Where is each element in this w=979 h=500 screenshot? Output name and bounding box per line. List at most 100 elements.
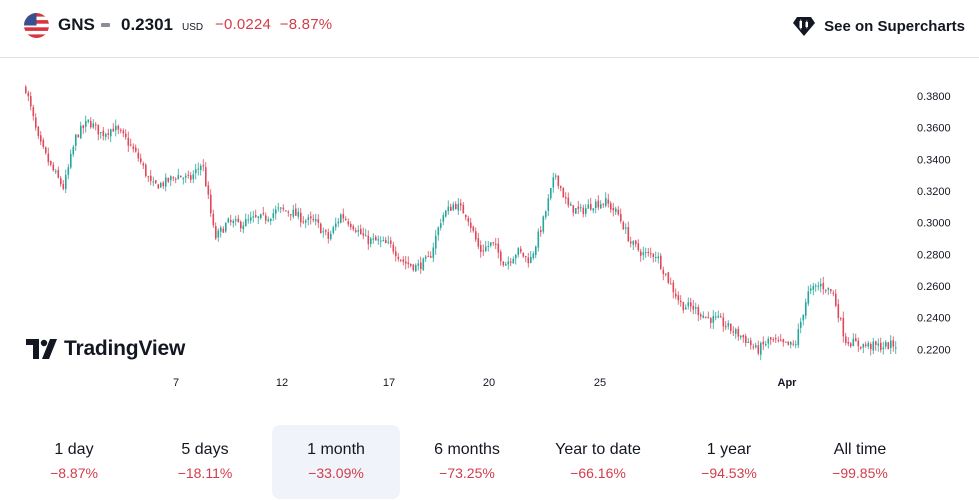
period-change: −33.09%	[308, 465, 364, 481]
candle-up	[805, 302, 807, 316]
candle-down	[617, 209, 620, 215]
candle-up	[110, 129, 112, 137]
period-change: −99.85%	[832, 465, 888, 481]
candle-up	[227, 218, 230, 223]
candle-down	[622, 222, 625, 230]
candle-down	[375, 236, 377, 241]
candle-down	[290, 214, 292, 216]
candle-down	[90, 121, 92, 128]
candle-down	[77, 134, 80, 138]
candle-down	[180, 175, 182, 178]
candle-down	[430, 256, 432, 258]
candle-down	[460, 203, 462, 206]
candle-down	[222, 228, 225, 233]
price-tick-label: 0.2200	[917, 344, 951, 356]
candle-down	[132, 146, 135, 149]
candle-up	[232, 221, 235, 224]
candle-up	[595, 201, 597, 208]
candle-up	[242, 225, 245, 230]
period-tab[interactable]: Year to date −66.16%	[534, 425, 662, 499]
candle-up	[220, 227, 222, 232]
candle-up	[712, 316, 715, 323]
candle-down	[675, 293, 677, 297]
period-tab[interactable]: 1 year −94.53%	[665, 425, 793, 499]
period-label: 6 months	[434, 441, 500, 458]
price-tick-label: 0.2600	[917, 281, 951, 293]
candle-down	[122, 130, 125, 134]
candle-down	[480, 245, 482, 252]
candle-up	[92, 123, 95, 128]
candle-down	[352, 226, 355, 230]
period-tab[interactable]: 1 month −33.09%	[272, 425, 400, 499]
candle-down	[865, 344, 867, 346]
candle-down	[405, 261, 407, 264]
candle-down	[707, 316, 710, 318]
candle-down	[612, 207, 615, 211]
time-tick-label: Apr	[778, 377, 798, 389]
candle-up	[195, 169, 197, 174]
candle-down	[295, 208, 297, 216]
candle-down	[212, 213, 215, 226]
candle-down	[120, 129, 122, 131]
candle-up	[877, 343, 880, 346]
candle-down	[282, 207, 285, 210]
candle-down	[540, 230, 542, 233]
time-tick-label: 20	[483, 377, 495, 389]
period-tab[interactable]: All time −99.85%	[796, 425, 924, 499]
candle-up	[642, 252, 645, 255]
candle-down	[567, 197, 570, 206]
candle-down	[737, 328, 740, 337]
period-change: −73.25%	[439, 465, 495, 481]
candle-down	[647, 252, 650, 254]
price-axis[interactable]: 0.3800 0.3600 0.3400 0.3200 0.3000 0.2800 0.26…	[917, 91, 951, 356]
candle-up	[305, 220, 307, 223]
candle-down	[230, 220, 232, 222]
us-flag-icon	[24, 13, 49, 38]
candle-down	[400, 259, 402, 261]
tradingview-watermark[interactable]: TradingView	[26, 337, 185, 361]
candle-up	[862, 343, 865, 348]
candle-down	[450, 206, 452, 211]
tradingview-logo-icon	[26, 339, 57, 359]
candle-up	[815, 285, 817, 287]
period-tab[interactable]: 6 months −73.25%	[403, 425, 531, 499]
candle-down	[190, 175, 192, 180]
candle-down	[640, 251, 642, 256]
candle-up	[335, 223, 337, 228]
candle-down	[500, 251, 502, 262]
price-chart[interactable]: 0.3800 0.3600 0.3400 0.3200 0.3000 0.2800 0.26…	[0, 58, 979, 398]
candle-down	[262, 212, 265, 214]
supercharts-label: See on Supercharts	[824, 17, 965, 35]
see-on-supercharts-link[interactable]: See on Supercharts	[792, 14, 965, 38]
candle-down	[875, 341, 877, 345]
candle-down	[472, 226, 475, 231]
candle-up	[340, 214, 342, 223]
period-tab[interactable]: 5 days −18.11%	[141, 425, 269, 499]
time-axis[interactable]: 7 12 17 20 25 Apr	[173, 377, 797, 389]
candle-down	[385, 239, 387, 244]
candle-up	[447, 206, 450, 212]
candle-down	[630, 241, 632, 244]
candle-up	[65, 174, 67, 190]
candle-up	[260, 214, 262, 219]
candle-up	[485, 246, 487, 251]
candle-down	[560, 186, 562, 189]
candle-up	[292, 209, 295, 217]
candle-down	[770, 337, 772, 340]
candle-up	[702, 315, 705, 318]
candle-down	[860, 346, 862, 349]
candle-down	[590, 204, 592, 210]
price-change-abs: −0.0224	[215, 16, 272, 33]
candle-up	[377, 239, 380, 241]
candle-down	[697, 307, 700, 316]
candle-up	[307, 217, 310, 220]
period-selector: 1 day −8.87% 5 days −18.11% 1 month −33.09% 6 …	[0, 425, 979, 499]
candle-down	[112, 128, 115, 132]
period-change: −94.53%	[701, 465, 757, 481]
period-tab[interactable]: 1 day −8.87%	[10, 425, 138, 499]
supercharts-icon	[793, 17, 816, 36]
candle-down	[780, 339, 782, 341]
candle-down	[750, 340, 752, 346]
candle-down	[62, 184, 65, 189]
candle-up	[270, 218, 272, 221]
